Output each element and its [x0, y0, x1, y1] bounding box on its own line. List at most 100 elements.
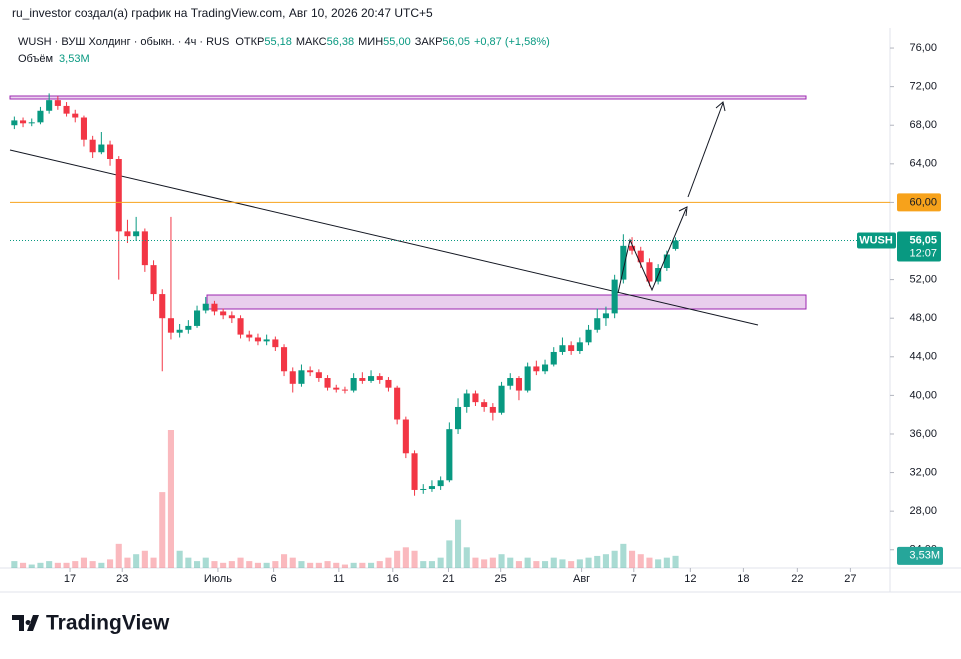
volume-bar [124, 557, 131, 568]
volume-bar [515, 561, 522, 568]
candle-body [11, 120, 18, 126]
volume-bar [611, 550, 618, 568]
candle-body [542, 364, 549, 372]
candle-body [637, 250, 644, 263]
logo [12, 615, 39, 631]
y-tick-label: 48,00 [909, 312, 937, 324]
candle-body [263, 339, 270, 342]
volume-bar [289, 557, 296, 568]
volume-bar [376, 561, 383, 568]
volume-bar [80, 557, 87, 568]
volume-bar [576, 559, 583, 568]
x-tick-label: Авг [573, 573, 590, 585]
candle-body [341, 389, 348, 391]
volume-bar [533, 561, 540, 568]
volume-bar [185, 557, 192, 568]
volume-bar [228, 561, 235, 568]
close: 56,05 [442, 36, 470, 48]
candle-body [176, 329, 183, 333]
candle-body [515, 378, 522, 391]
volume-bar [37, 562, 44, 568]
candle-body [289, 371, 296, 384]
volume-bar [89, 561, 96, 568]
volume-bar [350, 562, 357, 568]
volume-bar [20, 562, 27, 568]
candle-body [368, 376, 375, 381]
brand: TradingView [46, 612, 170, 635]
volume-bar [281, 554, 288, 568]
candle-body [237, 318, 244, 335]
candle-body [533, 366, 540, 372]
candle-body [220, 311, 227, 316]
candle-body [307, 370, 314, 373]
volume-bar [333, 562, 340, 568]
volume-bar [463, 547, 470, 568]
y-tick-label: 64,00 [909, 158, 937, 170]
low: 55,00 [383, 36, 411, 48]
candle-body [254, 337, 261, 342]
volume-bar [194, 561, 201, 568]
volume-bar [254, 562, 261, 568]
x-tick-label: 25 [495, 573, 507, 585]
volume-bar [507, 557, 514, 568]
candle-body [576, 342, 583, 352]
last-price-label: 56,05 [909, 234, 937, 246]
volume-value: 3,53M [59, 53, 90, 65]
volume-label-box [897, 546, 943, 565]
candle-body [646, 262, 653, 282]
volume-bar [620, 543, 627, 568]
x-tick-label: 18 [737, 573, 749, 585]
candle-body [629, 245, 636, 251]
y-tick-label: 52,00 [909, 274, 937, 286]
volume-bar [54, 562, 61, 568]
volume-bar [272, 561, 279, 568]
volume-bar [498, 554, 505, 568]
symbol-label: WUSH [859, 234, 893, 246]
candle-body [446, 429, 453, 481]
candle-body [489, 406, 496, 413]
candle-body [63, 105, 70, 114]
candle-body [107, 144, 114, 160]
candle-body [272, 339, 279, 348]
volume-bar [559, 559, 566, 568]
candle-body [411, 453, 418, 490]
arrow-head [678, 206, 688, 217]
y-tick-label: 76,00 [909, 42, 937, 54]
volume-axis-label: 3,53M [909, 550, 940, 562]
volume-bar [315, 562, 322, 568]
candle-body [159, 294, 166, 319]
volume-bar [359, 562, 366, 568]
volume-bar [594, 555, 601, 568]
candle-body [602, 313, 609, 319]
volume-bar [133, 554, 140, 568]
volume-bar [107, 559, 114, 568]
x-tick-label: 12 [684, 573, 696, 585]
volume-bar [602, 554, 609, 568]
x-tick-label: 6 [271, 573, 277, 585]
x-tick-label: 7 [631, 573, 637, 585]
x-tick-label: 21 [442, 573, 454, 585]
attribution: ru_investor создал(а) график на TradingV… [12, 6, 433, 20]
x-tick-label: 27 [844, 573, 856, 585]
y-tick-label: 72,00 [909, 81, 937, 93]
resistance-zone [9, 95, 807, 100]
candle-body [89, 139, 96, 153]
candle-body [141, 231, 148, 266]
last-price-box [897, 231, 941, 262]
trend-line [9, 149, 759, 326]
candle-body [620, 245, 627, 280]
volume-bar [307, 562, 314, 568]
candle-body [324, 378, 331, 388]
level-label-box [897, 193, 941, 212]
volume-bar [263, 562, 270, 568]
candle-body [185, 325, 192, 330]
volume-bar [341, 564, 348, 568]
low-label: МИН [358, 36, 383, 48]
volume-bar [63, 562, 70, 568]
volume-label: Объём [18, 53, 53, 65]
volume-bar [167, 430, 174, 568]
x-tick-label: 23 [116, 573, 128, 585]
candle-body [376, 376, 383, 380]
volume-legend: Объём 3,53M [18, 53, 90, 65]
